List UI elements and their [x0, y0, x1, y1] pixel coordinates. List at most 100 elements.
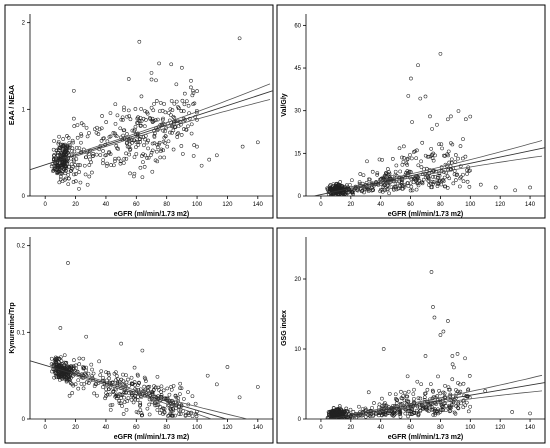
data-point	[402, 144, 406, 149]
data-point	[410, 120, 414, 124]
data-point	[440, 146, 444, 151]
data-point	[207, 157, 212, 162]
data-point	[133, 107, 138, 111]
data-point	[182, 127, 186, 131]
data-point	[114, 392, 119, 397]
data-point	[66, 135, 71, 140]
data-point	[60, 153, 65, 157]
data-point	[59, 364, 64, 368]
data-point	[420, 406, 425, 410]
data-point	[72, 358, 76, 362]
x-tick-label: 80	[437, 202, 444, 208]
y-axis-title: GSG index	[281, 310, 288, 346]
data-point	[136, 388, 141, 392]
data-point	[437, 388, 441, 393]
data-point	[114, 378, 118, 382]
data-point	[134, 145, 138, 150]
data-point	[118, 159, 123, 164]
data-point	[99, 138, 104, 143]
data-point	[81, 123, 86, 127]
data-point	[513, 188, 517, 193]
data-point	[124, 156, 129, 161]
data-point	[448, 392, 453, 397]
data-point	[73, 179, 78, 184]
data-point	[366, 187, 371, 192]
data-point	[99, 369, 104, 373]
fit-layer	[30, 83, 273, 171]
data-point	[76, 378, 81, 383]
data-point	[124, 140, 129, 145]
data-point	[58, 152, 62, 157]
data-point	[458, 382, 462, 387]
data-point	[390, 405, 394, 410]
data-point	[113, 159, 117, 163]
data-point	[419, 165, 424, 169]
data-point	[65, 159, 70, 164]
data-point	[125, 114, 129, 119]
data-point	[146, 389, 151, 393]
data-point	[69, 162, 74, 167]
data-point	[137, 380, 141, 385]
data-point	[414, 187, 419, 192]
data-point	[412, 387, 416, 392]
data-point	[391, 403, 395, 408]
data-point	[139, 94, 144, 99]
data-point	[456, 400, 461, 405]
data-point	[456, 405, 460, 410]
data-point	[406, 181, 410, 185]
data-point	[94, 130, 99, 135]
data-point	[60, 375, 65, 380]
data-point	[149, 105, 154, 110]
data-point	[57, 165, 61, 170]
data-point	[183, 413, 188, 418]
data-point	[155, 408, 160, 412]
data-point	[441, 329, 446, 334]
x-tick-label: 60	[133, 425, 140, 431]
data-point	[151, 108, 156, 113]
data-point	[116, 147, 120, 151]
data-point	[130, 128, 135, 133]
data-point	[449, 167, 454, 172]
data-point	[463, 403, 468, 408]
data-point	[156, 385, 160, 390]
data-point	[451, 181, 456, 186]
data-point	[71, 157, 76, 162]
data-point	[62, 353, 67, 358]
y-tick-label: 45	[294, 66, 301, 72]
data-point	[125, 399, 129, 404]
data-point	[137, 39, 142, 44]
data-point	[402, 183, 407, 188]
data-point	[99, 126, 104, 131]
data-point	[161, 388, 166, 393]
data-point	[393, 392, 398, 397]
data-point	[57, 180, 62, 185]
data-point	[452, 365, 456, 370]
data-point	[398, 169, 402, 174]
data-point	[171, 408, 176, 413]
data-point	[140, 413, 145, 417]
data-point	[97, 359, 101, 364]
data-point	[186, 390, 190, 394]
data-point	[430, 396, 435, 401]
data-point	[87, 152, 91, 157]
y-axis-title: EAA / NEAA	[9, 85, 16, 125]
data-point	[106, 371, 111, 375]
data-point	[162, 155, 166, 160]
data-point	[431, 413, 436, 417]
data-point	[394, 163, 399, 168]
data-point	[405, 156, 410, 161]
data-point	[114, 144, 119, 148]
ci-upper-line	[75, 372, 250, 419]
data-point	[402, 156, 406, 160]
data-point	[101, 161, 105, 166]
ci-lower-line	[75, 375, 213, 419]
data-point	[366, 177, 371, 182]
x-tick-label: 100	[465, 202, 476, 208]
data-point	[52, 139, 56, 143]
data-point	[126, 377, 130, 382]
chart-panel-2: 0 20 40 60 80 100 120 140 0 15 30 45 60 eGFR (ml/min/…	[276, 4, 546, 219]
data-point	[178, 412, 183, 416]
data-point	[174, 99, 179, 104]
data-point	[58, 326, 63, 330]
